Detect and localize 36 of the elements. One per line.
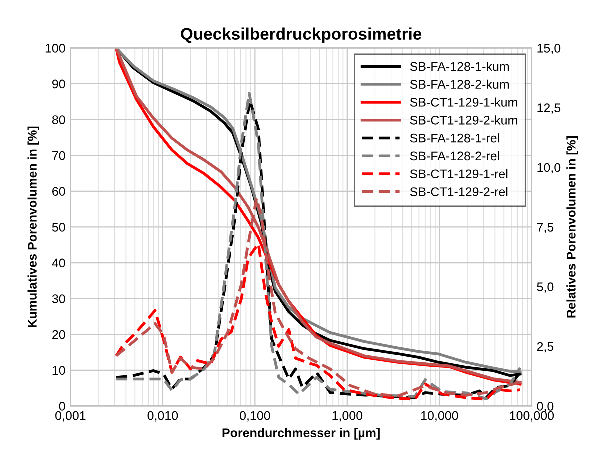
y-tick-label: 0 — [59, 402, 66, 411]
legend-label: SB-FA-128-2-kum — [410, 80, 510, 90]
y-tick-label: 70 — [52, 151, 66, 160]
chart-title: Quecksilberdruckporosimetrie — [181, 28, 422, 44]
y-tick-label: 20 — [52, 330, 66, 340]
x-tick-label: 0,001 — [56, 411, 86, 422]
y-tick-label: 50 — [52, 223, 66, 232]
legend-label: SB-CT1-129-2-kum — [410, 116, 518, 125]
y2-tick-label: 5,0 — [537, 282, 554, 294]
y-tick-label: 40 — [52, 258, 66, 268]
y-tick-label: 100 — [46, 44, 66, 53]
y2-tick-label: 7,5 — [537, 223, 554, 234]
y2-tick-label: 15,0 — [538, 44, 561, 54]
legend-label: SB-CT1-129-1-rel — [410, 169, 508, 179]
legend-label: SB-CT1-129-1-kum — [410, 98, 518, 107]
y2-axis-title: Relatives Porenvolumen in [%] — [566, 136, 578, 318]
y-tick-label: 80 — [52, 116, 66, 124]
legend-label: SB-CT1-129-2-rel — [410, 187, 508, 196]
y2-tick-label: 2,5 — [537, 342, 554, 353]
y-tick-label: 60 — [52, 187, 66, 196]
y-axis-title: Kumulatives Porenvolumen in [%] — [28, 126, 40, 328]
y2-tick-label: 12,5 — [538, 104, 561, 114]
x-tick-label: 0,100 — [240, 411, 270, 422]
x-tick-label: 100,000 — [510, 411, 554, 422]
legend-label: SB-FA-128-1-kum — [410, 62, 510, 72]
y-tick-label: 30 — [52, 294, 66, 304]
x-tick-label: 1,000 — [332, 411, 363, 422]
y-tick-label: 90 — [52, 80, 66, 89]
legend-label: SB-FA-128-1-rel — [410, 134, 500, 143]
legend-label: SB-FA-128-2-rel — [410, 151, 500, 161]
x-tick-label: 0,010 — [148, 411, 178, 422]
y-tick-label: 10 — [52, 366, 66, 376]
y2-tick-label: 10,0 — [538, 163, 561, 174]
x-tick-label: 10,000 — [422, 411, 458, 422]
y2-tick-label: 0,0 — [537, 402, 554, 412]
x-axis-title: Porendurchmesser in [µm] — [222, 428, 380, 440]
